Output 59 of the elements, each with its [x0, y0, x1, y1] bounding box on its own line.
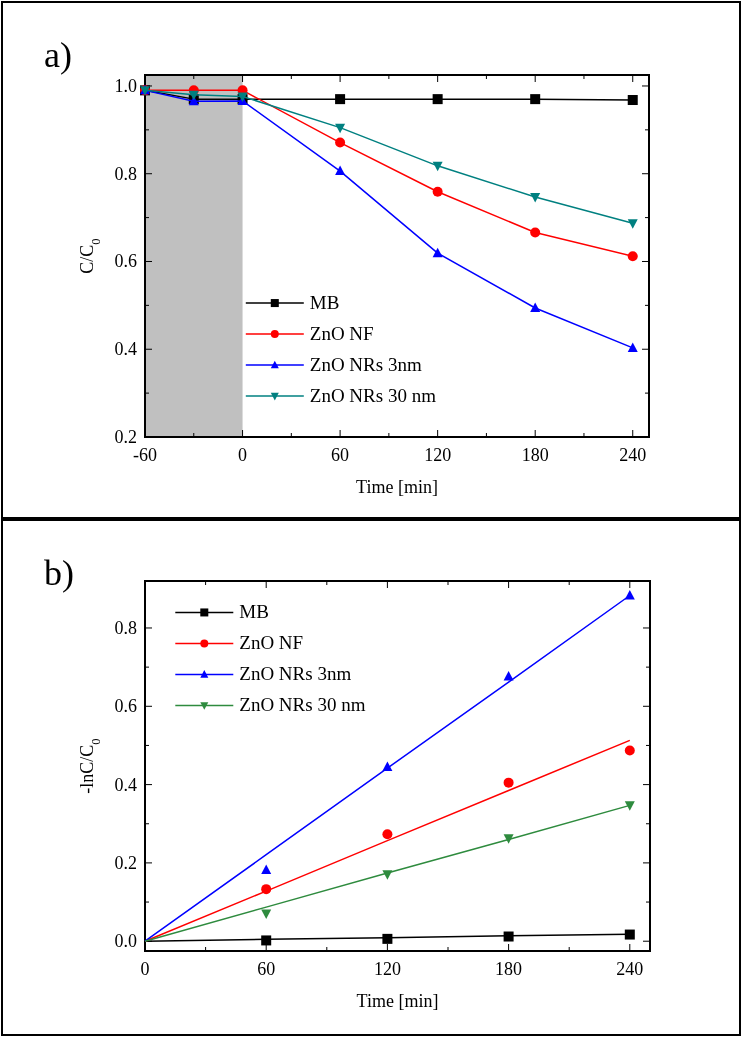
point: [261, 864, 272, 874]
legend-label: ZnO NF: [309, 323, 374, 345]
legend-label: ZnO NRs 30 nm: [239, 694, 366, 716]
point: [261, 909, 272, 919]
legend-label: ZnO NRs 30 nm: [309, 385, 437, 407]
point: [503, 834, 514, 844]
legend-label: MB: [309, 292, 340, 314]
point: [503, 777, 514, 788]
y-tick-label: 0.4: [114, 339, 137, 360]
legend-label: ZnO NRs 3nm: [239, 663, 352, 685]
y-tick-label: 0.4: [114, 774, 137, 795]
point: [432, 186, 443, 197]
x-tick-label: 180: [521, 445, 549, 465]
y-tick-label: 0.0: [114, 931, 137, 952]
legend-label: ZnO NRs 3nm: [309, 354, 422, 376]
y-tick-label: 0.6: [114, 251, 137, 272]
point: [432, 94, 443, 105]
point: [188, 90, 199, 101]
point: [530, 94, 541, 105]
point: [624, 929, 635, 940]
y-tick-label: 0.2: [114, 427, 137, 447]
point: [624, 801, 635, 811]
point: [335, 165, 346, 176]
point: [335, 94, 346, 105]
point: [503, 671, 514, 681]
point: [335, 123, 346, 134]
y-tick-label: 1.0: [114, 75, 137, 96]
x-tick-label: 120: [424, 445, 452, 465]
point: [432, 161, 443, 172]
y-tick-label: 0.6: [114, 696, 137, 717]
point: [335, 137, 346, 148]
x-tick-label: 240: [616, 959, 644, 979]
point: [627, 95, 638, 106]
point: [382, 829, 393, 840]
x-tick-label: 60: [257, 959, 276, 979]
x-tick-label: 0: [140, 959, 150, 979]
point: [530, 192, 541, 203]
point: [530, 227, 541, 238]
x-tick-label: 120: [373, 959, 401, 979]
chart-title: a): [44, 35, 72, 75]
y-tick-label: 0.2: [114, 852, 137, 873]
point: [627, 251, 638, 262]
x-tick-label: 60: [331, 445, 350, 465]
x-tick-label: -60: [133, 445, 157, 465]
x-axis-title: Time [min]: [356, 991, 439, 1011]
point: [627, 342, 638, 352]
point: [530, 302, 541, 312]
x-tick-label: 180: [495, 959, 523, 979]
x-tick-label: 240: [619, 445, 647, 465]
x-tick-label: 0: [238, 445, 248, 465]
point: [624, 745, 635, 756]
point: [627, 219, 638, 229]
legend-label: ZnO NF: [239, 632, 304, 654]
y-tick-label: 0.8: [114, 617, 137, 638]
x-axis-title: Time [min]: [356, 477, 438, 497]
point: [432, 247, 443, 258]
legend-label: MB: [239, 601, 269, 623]
y-tick-label: 0.8: [114, 163, 137, 184]
chart-title: b): [44, 553, 74, 593]
